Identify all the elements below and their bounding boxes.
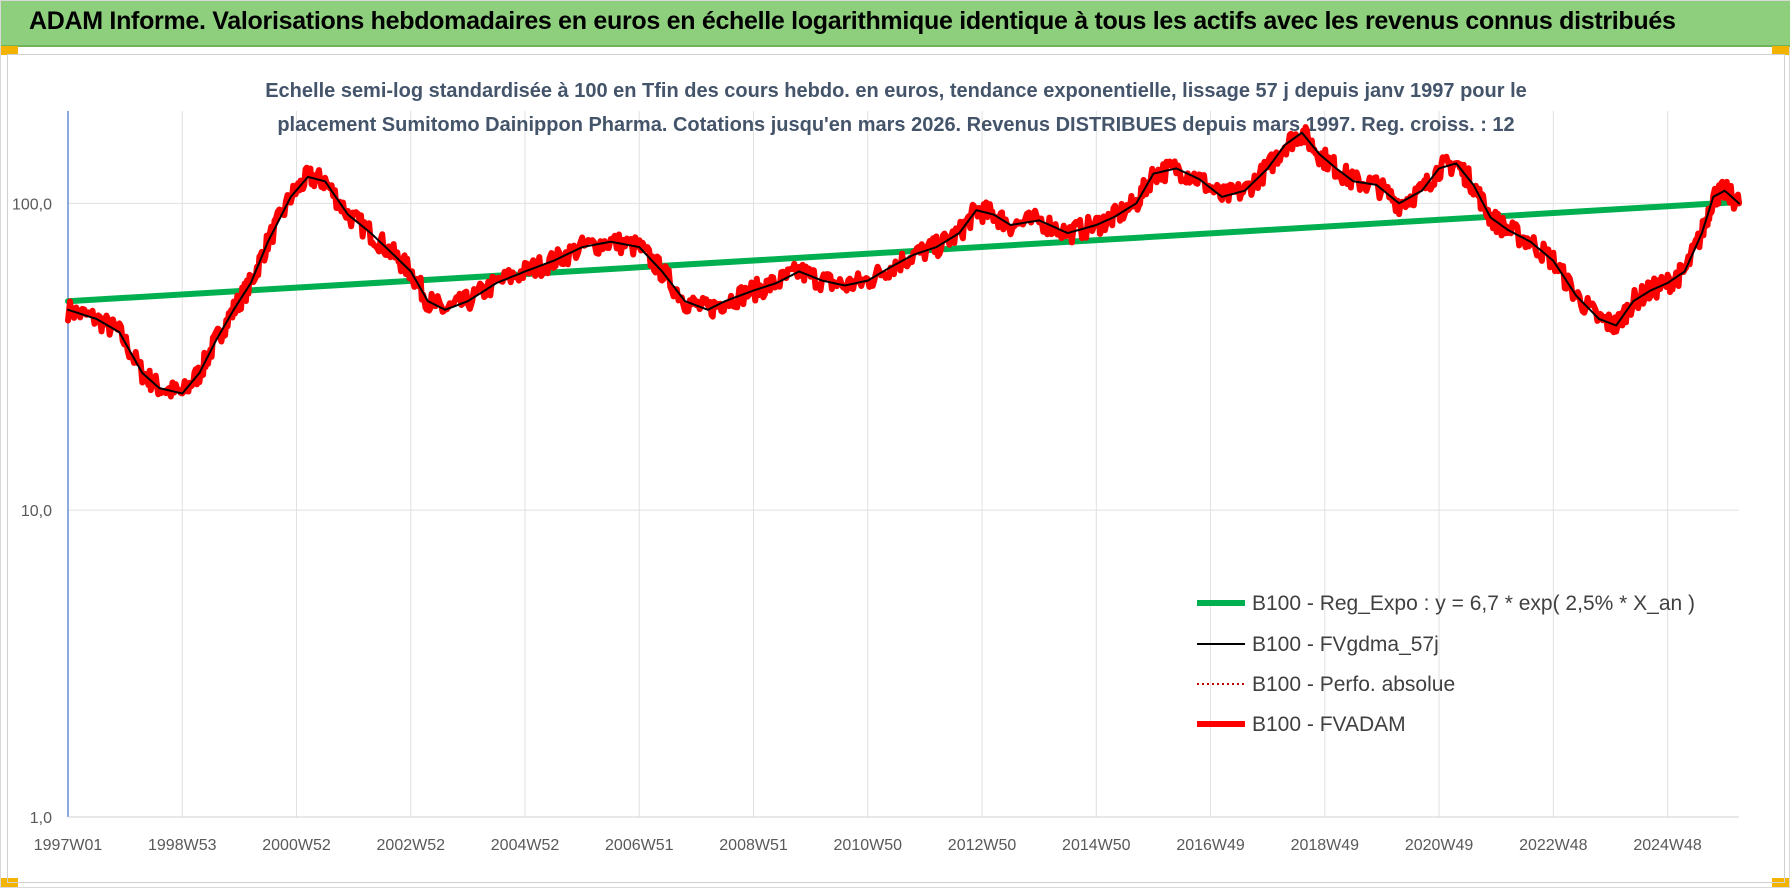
gridlines	[68, 111, 1739, 818]
chart-title-line-1: Echelle semi-log standardisée à 100 en T…	[265, 80, 1527, 102]
x-tick-label: 2002W52	[377, 837, 446, 854]
series-lines	[65, 124, 1742, 400]
x-tick-label: 2024W48	[1633, 837, 1702, 854]
legend-label: B100 - Reg_Expo : y = 6,7 * exp( 2,5% * …	[1252, 592, 1695, 615]
x-tick-label: 1998W53	[148, 837, 217, 854]
x-tick-label: 2000W52	[262, 837, 331, 854]
x-tick-label: 2006W51	[605, 837, 674, 854]
x-tick-label: 2018W49	[1291, 837, 1360, 854]
series-line-3	[65, 124, 1742, 400]
report-title: ADAM Informe. Valorisations hebdomadaire…	[29, 7, 1676, 35]
x-tick-label: 2016W49	[1176, 837, 1245, 854]
report-banner: ADAM Informe. Valorisations hebdomadaire…	[1, 1, 1790, 47]
x-tick-labels: 1997W01 1998W53 2000W52 2002W52 2004W52 2006W…	[34, 837, 1702, 854]
y-tick-label: 10,0	[21, 503, 52, 520]
legend-label: B100 - FVgdma_57j	[1252, 633, 1439, 656]
x-tick-label: 2012W50	[948, 837, 1017, 854]
x-tick-label: 2008W51	[719, 837, 788, 854]
x-tick-label: 2004W52	[491, 837, 560, 854]
chart-area-border	[7, 54, 1785, 883]
series-line-1	[67, 131, 1740, 395]
y-tick-labels: 1,0 10,0 100,0	[12, 196, 52, 827]
legend: B100 - Reg_Expo : y = 6,7 * exp( 2,5% * …	[1197, 592, 1695, 736]
legend-label: B100 - FVADAM	[1252, 713, 1406, 736]
x-tick-label: 1997W01	[34, 837, 103, 854]
chart-title-line-2: placement Sumitomo Dainippon Pharma. Cot…	[277, 114, 1514, 136]
y-tick-label: 100,0	[12, 196, 52, 213]
corner-handle-top-left[interactable]	[1, 46, 18, 55]
corner-handle-top-right[interactable]	[1772, 46, 1789, 55]
x-tick-label: 2020W49	[1405, 837, 1474, 854]
legend-label: B100 - Perfo. absolue	[1252, 673, 1455, 696]
x-tick-label: 2014W50	[1062, 837, 1131, 854]
x-tick-label: 2010W50	[834, 837, 903, 854]
x-tick-label: 2022W48	[1519, 837, 1588, 854]
y-tick-label: 1,0	[30, 810, 52, 827]
